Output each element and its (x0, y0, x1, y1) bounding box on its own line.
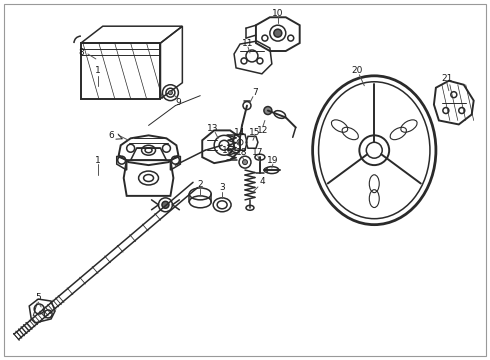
Text: 21: 21 (441, 74, 453, 83)
Text: 4: 4 (259, 177, 265, 186)
Text: 10: 10 (272, 9, 284, 18)
Circle shape (243, 159, 247, 165)
Text: 2: 2 (197, 180, 203, 189)
Text: 13: 13 (207, 124, 219, 133)
Text: 12: 12 (257, 126, 269, 135)
Text: 9: 9 (175, 98, 181, 107)
Text: 18: 18 (236, 148, 248, 157)
Text: 1: 1 (95, 66, 101, 75)
Text: 19: 19 (267, 156, 279, 165)
Text: 6: 6 (108, 131, 114, 140)
Circle shape (162, 201, 169, 208)
Text: 8: 8 (78, 49, 84, 58)
Text: 16: 16 (222, 146, 234, 155)
Circle shape (264, 107, 272, 114)
Circle shape (264, 168, 268, 172)
Text: 5: 5 (35, 293, 41, 302)
Ellipse shape (169, 91, 172, 95)
Text: 15: 15 (249, 128, 261, 137)
Circle shape (274, 29, 282, 37)
Text: 1: 1 (95, 156, 101, 165)
Text: 11: 11 (242, 39, 254, 48)
Text: 14: 14 (234, 128, 245, 137)
Text: 7: 7 (252, 88, 258, 97)
Text: 20: 20 (352, 66, 363, 75)
Text: 17: 17 (252, 148, 264, 157)
Text: 3: 3 (219, 184, 225, 193)
